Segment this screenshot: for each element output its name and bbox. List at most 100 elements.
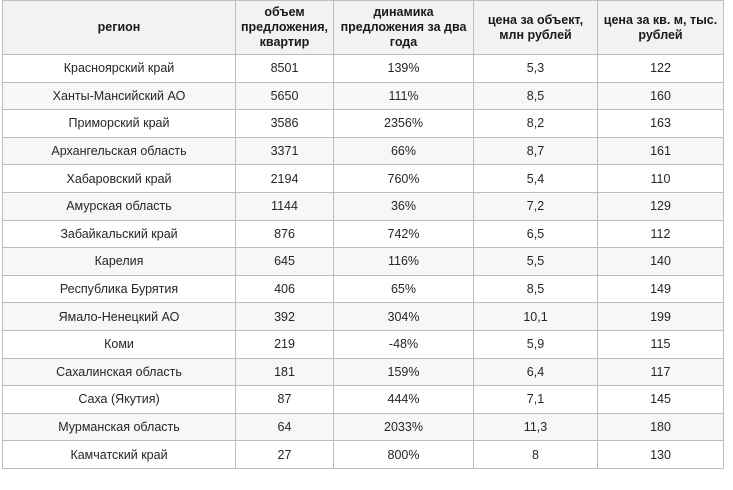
cell-price-per-object: 8 bbox=[473, 440, 598, 469]
header-supply: объем предложения, квартир bbox=[235, 0, 334, 55]
cell-price-per-object: 5,4 bbox=[473, 164, 598, 193]
cell-dynamics: 139% bbox=[333, 54, 474, 83]
cell-price-per-sqm: 149 bbox=[597, 274, 724, 304]
cell-price-per-object: 5,5 bbox=[473, 247, 598, 276]
cell-region: Ханты-Мансийский АО bbox=[2, 81, 236, 111]
cell-supply: 3371 bbox=[235, 136, 334, 166]
cell-price-per-sqm: 115 bbox=[597, 329, 724, 359]
cell-supply: 876 bbox=[235, 219, 334, 249]
cell-region: Коми bbox=[2, 329, 236, 359]
cell-supply: 406 bbox=[235, 274, 334, 304]
cell-price-per-sqm: 129 bbox=[597, 191, 724, 221]
cell-region: Забайкальский край bbox=[2, 219, 236, 249]
table-body: Красноярский край 8501 139% 5,3 122 Ханты-Ман… bbox=[2, 54, 724, 469]
cell-region: Ямало-Ненецкий АО bbox=[2, 302, 236, 331]
cell-price-per-sqm: 110 bbox=[597, 164, 724, 193]
cell-region: Республика Бурятия bbox=[2, 274, 236, 304]
cell-supply: 2194 bbox=[235, 164, 334, 193]
cell-region: Приморский край bbox=[2, 109, 236, 138]
cell-price-per-sqm: 130 bbox=[597, 440, 724, 469]
header-region: регион bbox=[2, 0, 236, 55]
cell-supply: 5650 bbox=[235, 81, 334, 111]
cell-price-per-sqm: 122 bbox=[597, 54, 724, 83]
table-row: Камчатский край 27 800% 8 130 bbox=[2, 440, 724, 469]
cell-region: Саха (Якутия) bbox=[2, 385, 236, 414]
cell-region: Сахалинская область bbox=[2, 357, 236, 387]
cell-price-per-sqm: 140 bbox=[597, 247, 724, 276]
cell-price-per-object: 6,5 bbox=[473, 219, 598, 249]
cell-region: Красноярский край bbox=[2, 54, 236, 83]
cell-supply: 3586 bbox=[235, 109, 334, 138]
cell-dynamics: 2033% bbox=[333, 412, 474, 442]
table-row: Коми 219 -48% 5,9 115 bbox=[2, 329, 724, 359]
cell-region: Камчатский край bbox=[2, 440, 236, 469]
table-row: Саха (Якутия) 87 444% 7,1 145 bbox=[2, 385, 724, 414]
cell-supply: 645 bbox=[235, 247, 334, 276]
cell-price-per-object: 10,1 bbox=[473, 302, 598, 331]
cell-supply: 219 bbox=[235, 329, 334, 359]
cell-price-per-sqm: 161 bbox=[597, 136, 724, 166]
cell-region: Хабаровский край bbox=[2, 164, 236, 193]
cell-price-per-object: 8,5 bbox=[473, 81, 598, 111]
header-price-per-object: цена за объект, млн рублей bbox=[473, 0, 598, 55]
table-row: Архангельская область 3371 66% 8,7 161 bbox=[2, 136, 724, 166]
table-header: регион объем предложения, квартир динами… bbox=[2, 0, 724, 55]
cell-dynamics: 111% bbox=[333, 81, 474, 111]
table-row: Сахалинская область 181 159% 6,4 117 bbox=[2, 357, 724, 387]
header-row: регион объем предложения, квартир динами… bbox=[2, 0, 724, 55]
cell-dynamics: 116% bbox=[333, 247, 474, 276]
cell-dynamics: 65% bbox=[333, 274, 474, 304]
table-row: Карелия 645 116% 5,5 140 bbox=[2, 247, 724, 276]
cell-dynamics: 760% bbox=[333, 164, 474, 193]
cell-dynamics: 36% bbox=[333, 191, 474, 221]
cell-dynamics: 2356% bbox=[333, 109, 474, 138]
table-row: Мурманская область 64 2033% 11,3 180 bbox=[2, 412, 724, 442]
table-row: Ханты-Мансийский АО 5650 111% 8,5 160 bbox=[2, 81, 724, 111]
cell-dynamics: 742% bbox=[333, 219, 474, 249]
header-price-per-sqm: цена за кв. м, тыс. рублей bbox=[597, 0, 724, 55]
cell-supply: 87 bbox=[235, 385, 334, 414]
cell-price-per-object: 5,9 bbox=[473, 329, 598, 359]
cell-price-per-sqm: 117 bbox=[597, 357, 724, 387]
cell-region: Архангельская область bbox=[2, 136, 236, 166]
header-dynamics: динамика предложения за два года bbox=[333, 0, 474, 55]
cell-price-per-object: 5,3 bbox=[473, 54, 598, 83]
cell-supply: 8501 bbox=[235, 54, 334, 83]
cell-price-per-sqm: 199 bbox=[597, 302, 724, 331]
cell-price-per-sqm: 112 bbox=[597, 219, 724, 249]
cell-supply: 392 bbox=[235, 302, 334, 331]
cell-dynamics: 159% bbox=[333, 357, 474, 387]
cell-price-per-sqm: 163 bbox=[597, 109, 724, 138]
table-row: Приморский край 3586 2356% 8,2 163 bbox=[2, 109, 724, 138]
cell-supply: 1144 bbox=[235, 191, 334, 221]
cell-price-per-sqm: 180 bbox=[597, 412, 724, 442]
cell-price-per-object: 8,7 bbox=[473, 136, 598, 166]
cell-price-per-object: 7,2 bbox=[473, 191, 598, 221]
cell-dynamics: 66% bbox=[333, 136, 474, 166]
cell-price-per-object: 7,1 bbox=[473, 385, 598, 414]
cell-supply: 181 bbox=[235, 357, 334, 387]
table-row: Республика Бурятия 406 65% 8,5 149 bbox=[2, 274, 724, 304]
table-row: Красноярский край 8501 139% 5,3 122 bbox=[2, 54, 724, 83]
table-row: Амурская область 1144 36% 7,2 129 bbox=[2, 191, 724, 221]
cell-dynamics: -48% bbox=[333, 329, 474, 359]
table-row: Ямало-Ненецкий АО 392 304% 10,1 199 bbox=[2, 302, 724, 331]
cell-price-per-sqm: 160 bbox=[597, 81, 724, 111]
regional-housing-table: регион объем предложения, квартир динами… bbox=[2, 0, 724, 469]
cell-price-per-object: 8,2 bbox=[473, 109, 598, 138]
cell-region: Амурская область bbox=[2, 191, 236, 221]
cell-dynamics: 800% bbox=[333, 440, 474, 469]
page-margin-bottom bbox=[0, 476, 733, 490]
cell-price-per-sqm: 145 bbox=[597, 385, 724, 414]
cell-dynamics: 304% bbox=[333, 302, 474, 331]
page-margin-right bbox=[727, 0, 733, 490]
cell-region: Карелия bbox=[2, 247, 236, 276]
cell-price-per-object: 8,5 bbox=[473, 274, 598, 304]
cell-supply: 64 bbox=[235, 412, 334, 442]
table-row: Забайкальский край 876 742% 6,5 112 bbox=[2, 219, 724, 249]
table-row: Хабаровский край 2194 760% 5,4 110 bbox=[2, 164, 724, 193]
cell-region: Мурманская область bbox=[2, 412, 236, 442]
cell-price-per-object: 6,4 bbox=[473, 357, 598, 387]
cell-price-per-object: 11,3 bbox=[473, 412, 598, 442]
